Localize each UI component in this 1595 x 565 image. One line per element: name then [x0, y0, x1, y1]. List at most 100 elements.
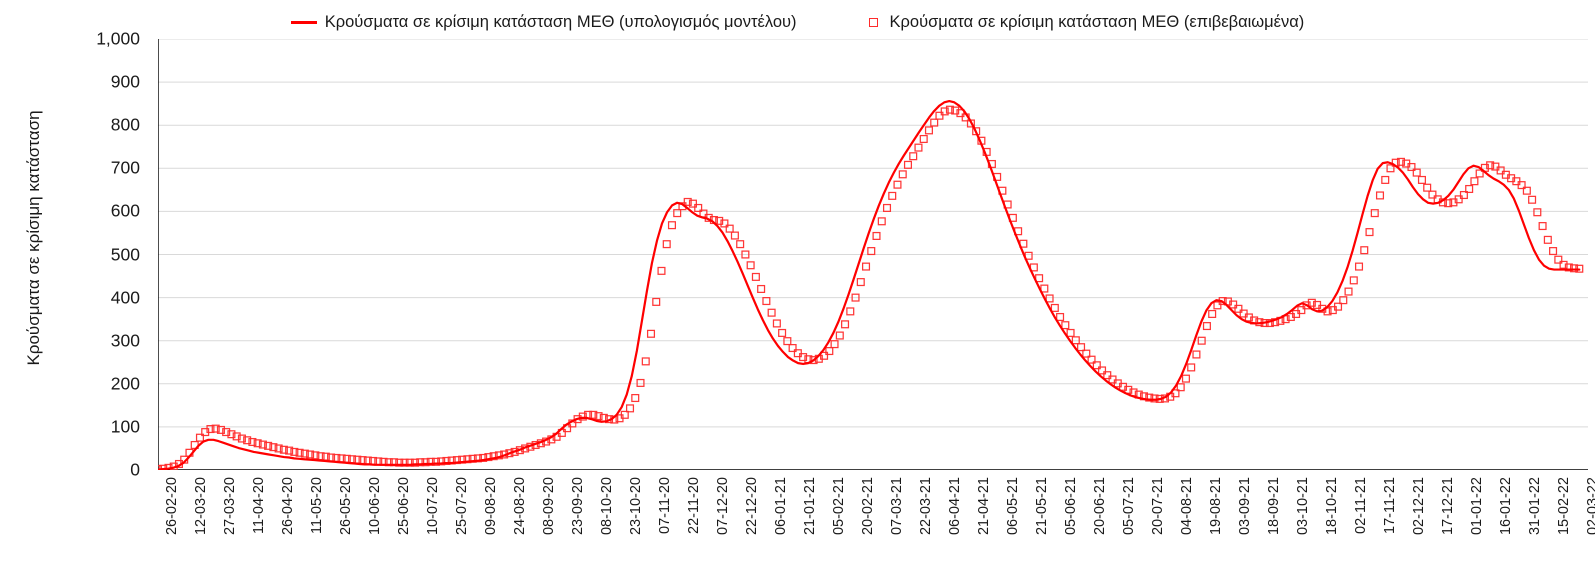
x-tick-label: 07-03-21	[889, 477, 906, 536]
y-tick-label: 200	[110, 373, 140, 394]
x-tick-label: 31-01-22	[1527, 477, 1544, 536]
data-marker	[751, 272, 760, 281]
data-marker	[898, 170, 907, 179]
data-marker	[694, 203, 703, 212]
data-marker	[237, 434, 246, 443]
data-marker	[1307, 298, 1316, 307]
data-marker	[862, 262, 871, 271]
data-marker	[1040, 284, 1049, 293]
y-tick-label: 900	[110, 71, 140, 92]
data-marker	[762, 297, 771, 306]
data-marker	[903, 160, 913, 169]
data-marker	[416, 458, 425, 467]
data-marker	[1533, 208, 1542, 217]
x-tick-label: 11-05-20	[309, 477, 326, 534]
data-marker	[788, 344, 797, 353]
x-tick-label: 20-02-21	[860, 477, 877, 536]
data-marker	[730, 231, 739, 240]
data-marker	[1475, 169, 1484, 178]
data-marker	[1145, 393, 1154, 402]
data-marker	[248, 437, 257, 447]
data-marker	[1465, 184, 1474, 194]
x-tick-label: 04-08-21	[1179, 477, 1196, 536]
data-marker	[479, 453, 488, 462]
y-tick-label: 0	[130, 459, 140, 480]
data-marker	[746, 261, 755, 270]
data-marker	[1045, 294, 1054, 303]
series-model-line	[158, 99, 1581, 470]
data-marker	[295, 448, 304, 457]
data-marker	[1407, 162, 1416, 172]
data-marker	[290, 447, 299, 456]
x-tick-label: 08-09-20	[541, 477, 558, 536]
x-tick-label: 20-07-21	[1150, 477, 1167, 536]
data-marker	[1087, 355, 1096, 364]
data-marker	[400, 458, 409, 467]
data-marker	[1297, 306, 1306, 315]
data-marker	[783, 337, 792, 346]
data-marker	[835, 331, 844, 340]
data-marker	[945, 105, 954, 114]
x-tick-label: 10-07-20	[425, 477, 442, 536]
data-marker	[720, 219, 729, 228]
data-marker	[1559, 260, 1568, 269]
data-marker	[631, 393, 640, 403]
data-marker	[646, 329, 656, 338]
x-tick-label: 02-03-22	[1585, 477, 1595, 536]
x-tick-label: 11-04-20	[251, 477, 268, 534]
data-marker	[1549, 247, 1558, 256]
x-tick-label: 24-08-20	[512, 477, 529, 536]
data-marker	[683, 197, 692, 206]
data-marker	[274, 444, 283, 453]
data-marker	[736, 240, 745, 249]
data-marker	[410, 458, 420, 467]
y-tick-label: 600	[110, 200, 140, 221]
data-marker	[211, 424, 220, 433]
data-marker	[1103, 371, 1112, 380]
data-marker	[1412, 168, 1421, 177]
data-marker	[285, 446, 294, 455]
x-tick-label: 26-05-20	[338, 477, 355, 536]
data-marker	[311, 451, 320, 460]
x-tick-label: 05-02-21	[831, 477, 848, 536]
data-marker	[1082, 349, 1091, 358]
x-tick-label: 02-12-21	[1411, 477, 1428, 536]
data-marker	[888, 191, 897, 200]
data-marker	[930, 118, 939, 127]
data-marker	[1428, 190, 1437, 199]
data-marker	[1543, 235, 1552, 244]
data-marker	[1522, 186, 1531, 195]
data-marker	[279, 445, 288, 454]
data-marker	[222, 428, 231, 437]
data-marker	[1396, 157, 1406, 166]
data-marker	[1066, 328, 1075, 337]
x-tick-label: 22-03-21	[918, 477, 935, 536]
data-marker	[652, 297, 661, 306]
data-marker	[914, 143, 923, 152]
x-tick-label: 01-01-22	[1469, 477, 1486, 536]
data-marker	[1454, 195, 1463, 204]
data-marker	[195, 433, 204, 442]
data-marker	[1202, 322, 1211, 331]
data-marker	[667, 221, 676, 230]
data-marker	[1077, 343, 1086, 352]
data-marker	[421, 458, 430, 467]
data-marker	[1564, 263, 1573, 272]
x-tick-label: 22-12-20	[744, 477, 761, 536]
data-marker	[951, 106, 960, 115]
data-marker	[1197, 336, 1206, 345]
data-marker	[1092, 361, 1101, 370]
data-marker	[1360, 246, 1369, 255]
data-marker	[767, 308, 776, 317]
data-marker	[1354, 262, 1364, 271]
x-tick-label: 06-05-21	[1005, 477, 1022, 536]
data-marker	[1381, 175, 1390, 184]
data-marker	[882, 203, 892, 212]
x-tick-label: 20-06-21	[1092, 477, 1109, 536]
data-marker	[1423, 183, 1432, 192]
data-marker	[206, 425, 215, 434]
data-marker	[1234, 304, 1243, 313]
x-tick-label: 26-02-20	[164, 477, 180, 536]
x-tick-label: 09-08-20	[483, 477, 500, 536]
